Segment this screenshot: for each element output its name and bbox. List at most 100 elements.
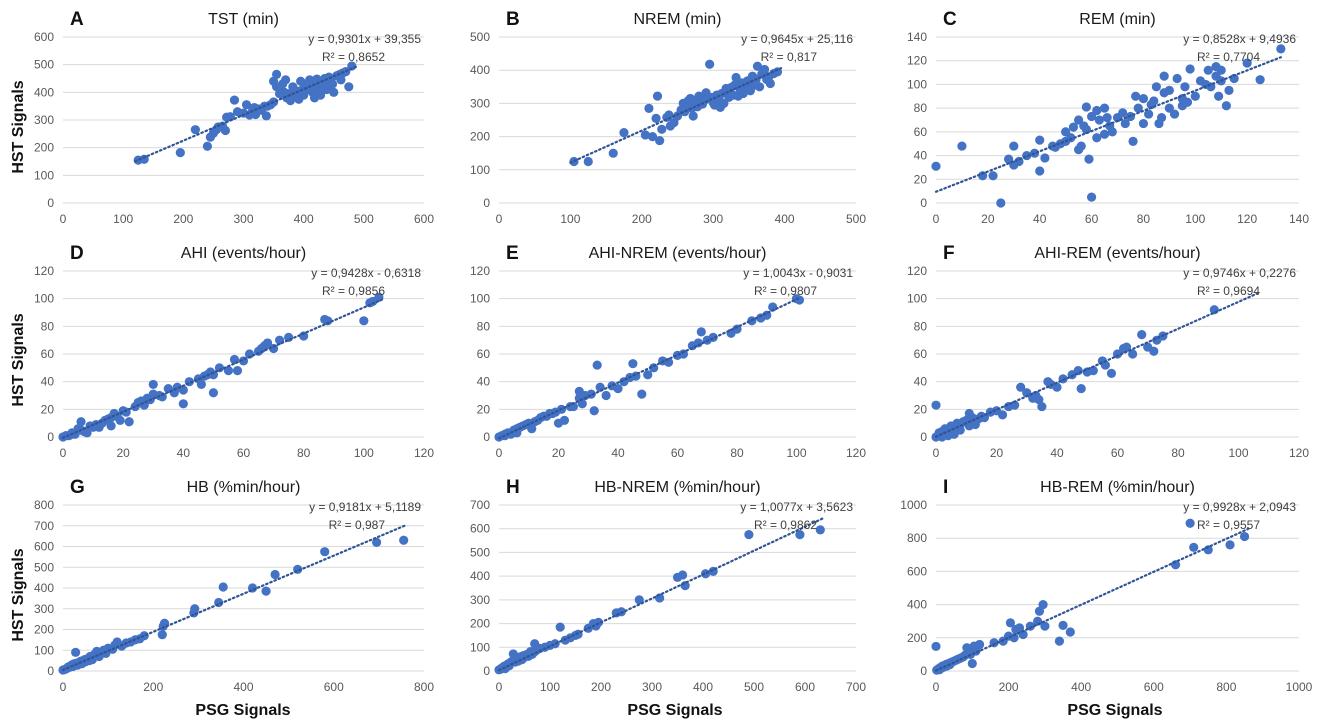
data-point-c [988,171,998,181]
data-point-d [299,331,309,341]
equation-a: y = 0,9301x + 39,355 [308,32,421,46]
data-point-c [1035,166,1045,176]
equation-i: y = 0,9928x + 2,0943 [1183,500,1296,514]
equation-c: y = 0,8528x + 9,4936 [1183,32,1296,46]
data-point-f [931,400,941,410]
panel-b: 0 100 200 300 400 500 0 100 200 300 400 500 NREM (mi… [470,9,866,226]
x-tick-label-c: 80 [1137,212,1151,226]
data-point-e [601,390,611,401]
panel-title-b: NREM (min) [634,11,722,28]
panel-d: 0 20 40 60 80 100 120 0 20 40 60 80 100 120 AHI (event… [34,243,434,460]
data-point-b [765,78,775,89]
data-point-c [1180,82,1190,92]
panel-letter-i: I [943,477,948,498]
data-point-h [815,525,825,535]
y-tick-label-a: 100 [34,168,54,182]
y-tick-label-f: 60 [914,347,928,361]
x-tick-label-d: 40 [177,446,191,460]
x-tick-label-h: 700 [846,680,866,694]
x-tick-label-f: 40 [1050,446,1064,460]
data-point-e [589,406,599,416]
y-tick-label-e: 40 [477,375,491,389]
x-tick-label-d: 20 [116,446,130,460]
equation-e: y = 1,0043x - 0,9031 [743,266,853,280]
y-tick-label-e: 20 [477,402,491,416]
y-tick-label-h: 300 [470,593,490,607]
y-tick-label-b: 400 [470,63,490,77]
y-tick-label-c: 40 [914,149,928,163]
x-tick-label-b: 500 [846,212,866,226]
data-point-e [768,302,778,312]
x-tick-label-f: 80 [1171,446,1185,460]
x-tick-label-e: 80 [730,446,744,460]
y-axis-label-row2: HST Signals [10,313,27,406]
x-tick-label-h: 200 [591,680,611,694]
y-tick-label-g: 100 [34,643,54,657]
data-point-f [1121,342,1132,352]
data-point-a [327,79,338,89]
data-point-d [115,415,125,425]
data-point-c [1156,113,1167,123]
y-tick-label-e: 0 [483,430,490,444]
x-tick-label-d: 0 [60,446,67,460]
data-point-i [1038,600,1048,610]
data-point-d [232,366,243,376]
y-tick-label-i: 600 [907,564,927,578]
x-tick-label-a: 200 [173,212,193,226]
data-point-a [175,148,185,158]
x-tick-label-c: 0 [933,212,940,226]
y-tick-label-g: 200 [34,623,54,637]
data-point-i [1040,621,1050,631]
data-point-i [1018,629,1028,640]
x-tick-label-f: 60 [1111,446,1125,460]
y-tick-label-f: 40 [914,375,928,389]
panel-letter-a: A [70,9,84,30]
data-point-b [657,124,667,134]
panel-title-f: AHI-REM (events/hour) [1034,245,1200,262]
y-tick-label-b: 100 [470,163,490,177]
y-tick-label-a: 200 [34,141,54,155]
data-point-g [372,537,382,547]
x-tick-label-c: 20 [981,212,995,226]
data-point-e [527,424,537,434]
data-point-h [555,622,565,632]
y-tick-label-g: 0 [47,664,54,678]
y-tick-label-c: 100 [907,77,927,91]
data-point-c [1164,85,1174,95]
data-point-i [1005,618,1016,628]
data-point-c [1081,102,1091,112]
y-tick-label-h: 0 [483,664,490,678]
data-point-i [1065,627,1075,637]
r-squared-c: R² = 0,7704 [1197,50,1260,64]
x-tick-label-b: 0 [496,212,503,226]
y-tick-label-a: 400 [34,85,54,99]
data-point-c [1138,118,1149,129]
x-tick-label-e: 100 [786,446,806,460]
data-point-c [1149,96,1159,106]
panel-title-g: HB (%min/hour) [187,479,301,496]
data-point-d [106,421,116,431]
x-tick-label-b: 100 [560,212,580,226]
data-point-g [399,535,409,545]
data-point-f [997,410,1008,420]
y-tick-label-i: 400 [907,598,927,612]
y-tick-label-h: 500 [470,545,490,559]
trendline-c [934,56,1282,193]
data-point-a [241,100,252,110]
x-tick-label-e: 20 [552,446,566,460]
data-point-e [643,370,653,380]
data-point-f [1052,382,1062,392]
y-tick-label-d: 60 [41,347,55,361]
x-tick-label-c: 40 [1033,212,1047,226]
data-point-a [202,141,212,151]
y-tick-label-d: 120 [34,264,54,278]
data-point-i [967,658,977,669]
data-point-e [613,383,623,394]
data-point-c [1138,94,1149,104]
data-point-f [1100,360,1110,370]
x-tick-label-b: 300 [703,212,723,226]
y-tick-label-e: 100 [470,292,490,306]
panel-letter-c: C [943,9,957,30]
data-point-i [1054,636,1065,646]
data-point-h [795,530,805,540]
